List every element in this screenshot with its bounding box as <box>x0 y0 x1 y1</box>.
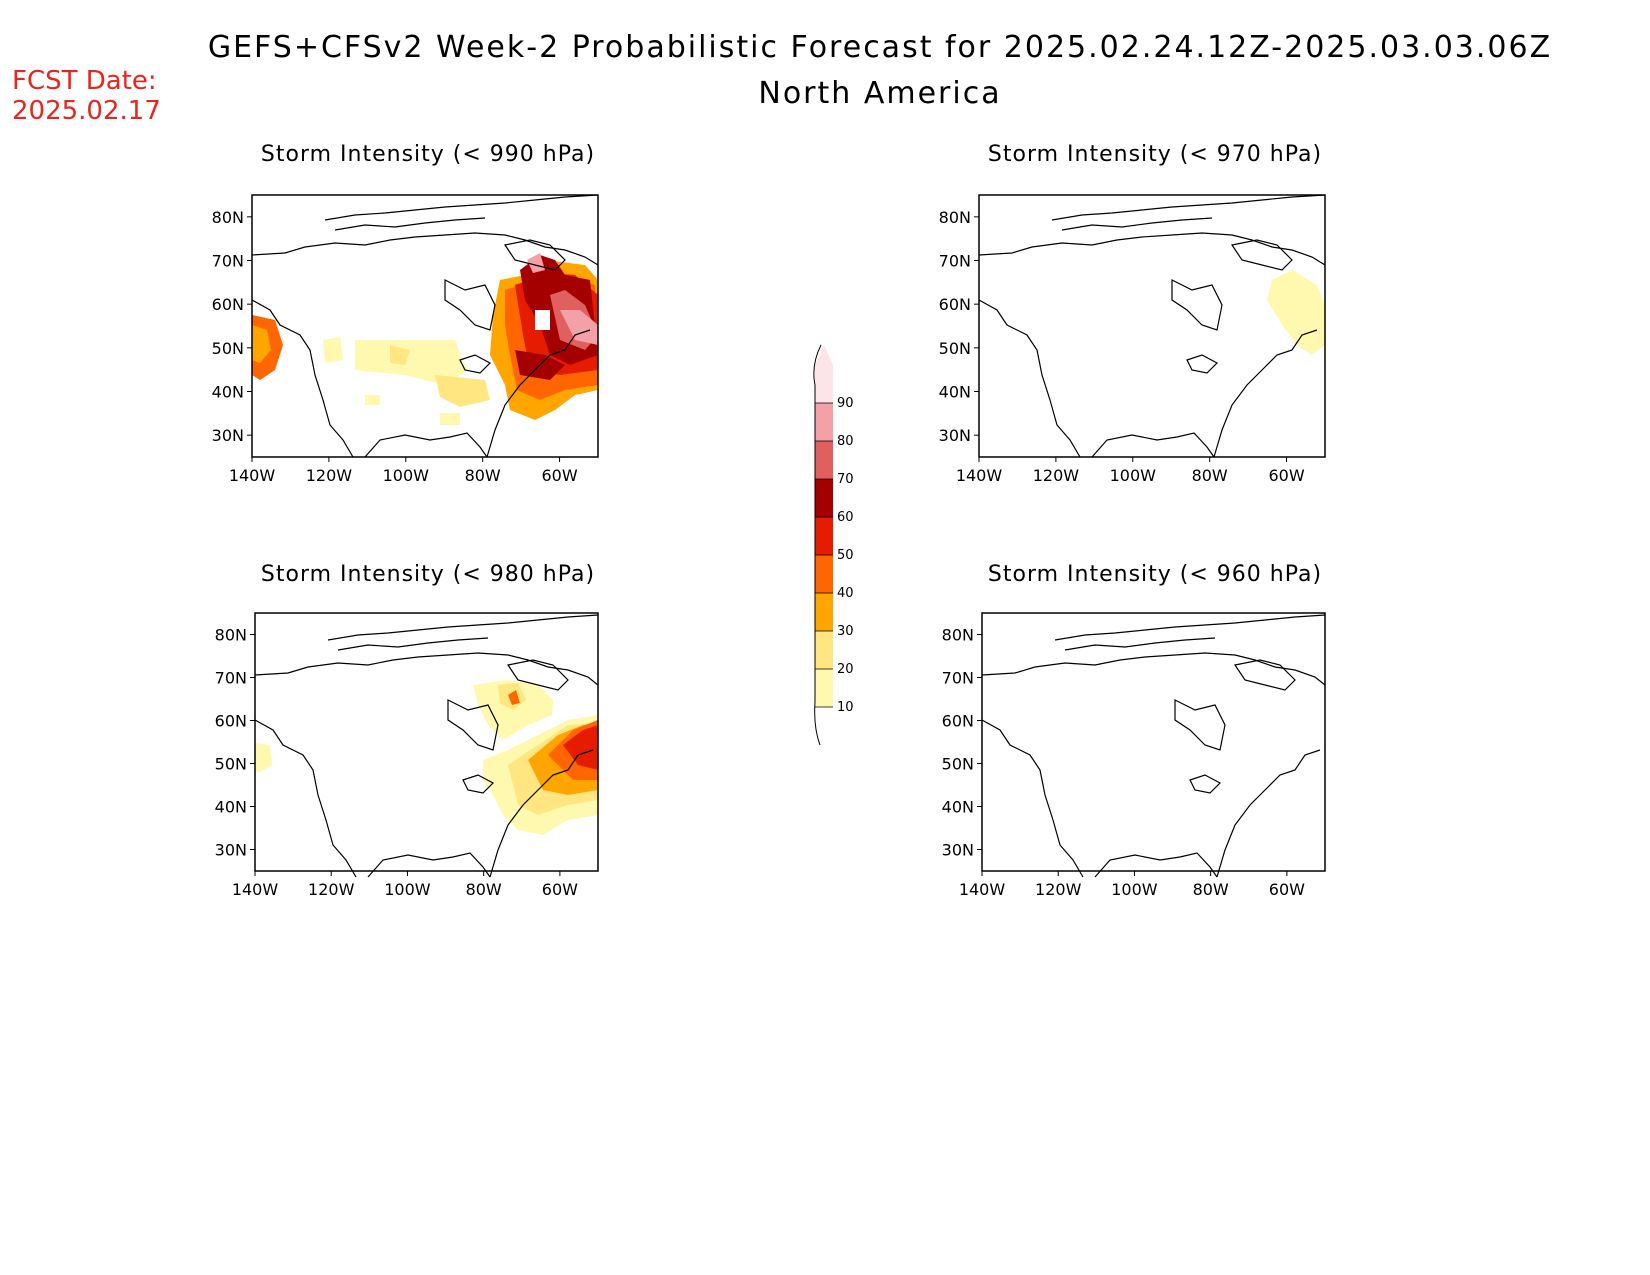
colorbar-segment <box>815 631 833 669</box>
lon-label: 140W <box>956 466 1003 485</box>
map-frame <box>981 612 1326 872</box>
figure-subtitle: North America <box>758 76 1002 111</box>
lat-label: 30N <box>939 426 971 445</box>
map-panel-990: 80N 70N 60N 50N 40N 30N 140W 120W 100W 80W 60W <box>212 194 599 485</box>
lat-label: 50N <box>939 339 971 358</box>
longitude-axis: 140W 120W 100W 80W 60W <box>229 457 578 485</box>
colorbar-segment <box>815 517 833 555</box>
lon-label: 60W <box>542 880 578 899</box>
colorbar-top-arrow <box>815 345 833 365</box>
latitude-axis: 80N 70N 60N 50N 40N 30N <box>215 626 255 860</box>
lon-label: 100W <box>1110 466 1157 485</box>
longitude-axis: 140W 120W 100W 80W 60W <box>959 871 1305 899</box>
longitude-axis: 140W 120W 100W 80W 60W <box>956 457 1305 485</box>
colorbar-label: 20 <box>837 662 854 677</box>
lon-label: 140W <box>232 880 279 899</box>
panel-title-960: Storm Intensity (< 960 hPa) <box>987 562 1323 587</box>
lon-label: 120W <box>1033 466 1080 485</box>
colorbar-label: 80 <box>837 434 854 449</box>
lon-label: 80W <box>1193 880 1229 899</box>
colorbar-segment <box>815 403 833 441</box>
colorbar-label: 90 <box>837 396 854 411</box>
panel-title-990: Storm Intensity (< 990 hPa) <box>260 142 596 167</box>
lon-label: 140W <box>229 466 276 485</box>
map-coastlines <box>251 194 599 458</box>
lon-label: 80W <box>465 466 501 485</box>
map-panel-970: 80N 70N 60N 50N 40N 30N 140W 120W 100W 80W 60W <box>939 194 1326 485</box>
latitude-axis: 80N 70N 60N 50N 40N 30N <box>942 626 982 860</box>
lat-label: 60N <box>215 712 247 731</box>
lat-label: 70N <box>215 669 247 688</box>
probability-fill <box>255 680 598 835</box>
map-panel-980: 80N 70N 60N 50N 40N 30N 140W 120W 100W 80W 60W <box>215 612 599 899</box>
lat-label: 60N <box>942 712 974 731</box>
lat-label: 80N <box>212 208 244 227</box>
map-coastlines <box>254 614 599 878</box>
lon-label: 100W <box>1111 880 1158 899</box>
lat-label: 50N <box>212 339 244 358</box>
lat-label: 70N <box>939 252 971 271</box>
map-frame <box>978 194 1326 458</box>
lat-label: 30N <box>942 841 974 860</box>
lon-label: 120W <box>306 466 353 485</box>
colorbar-label: 30 <box>837 624 854 639</box>
lon-label: 120W <box>1035 880 1082 899</box>
lon-label: 60W <box>1269 880 1305 899</box>
map-coastlines <box>978 194 1326 458</box>
lat-label: 50N <box>942 755 974 774</box>
lon-label: 60W <box>541 466 577 485</box>
colorbar-segment <box>815 593 833 631</box>
map-frame <box>254 612 599 872</box>
panel-title-970: Storm Intensity (< 970 hPa) <box>987 142 1323 167</box>
lat-label: 60N <box>939 295 971 314</box>
colorbar-segment <box>815 441 833 479</box>
probability-fill <box>252 253 598 425</box>
colorbar-segment <box>815 365 833 403</box>
colorbar-segment <box>815 555 833 593</box>
colorbar: 10 20 30 40 50 60 70 80 90 <box>813 344 854 745</box>
colorbar-label: 10 <box>837 700 854 715</box>
colorbar-label: 70 <box>837 472 854 487</box>
lon-label: 100W <box>384 880 431 899</box>
map-frame <box>251 194 599 458</box>
lat-label: 30N <box>215 841 247 860</box>
lon-label: 120W <box>308 880 355 899</box>
lat-label: 60N <box>212 295 244 314</box>
lon-label: 100W <box>383 466 430 485</box>
colorbar-label: 50 <box>837 548 854 563</box>
lon-label: 140W <box>959 880 1006 899</box>
forecast-date-value: 2025.02.17 <box>12 96 161 126</box>
colorbar-label: 40 <box>837 586 854 601</box>
lat-label: 40N <box>939 383 971 402</box>
panel-title-980: Storm Intensity (< 980 hPa) <box>260 562 596 587</box>
probability-fill <box>1267 270 1325 355</box>
lat-label: 80N <box>939 208 971 227</box>
lon-label: 80W <box>466 880 502 899</box>
lat-label: 70N <box>942 669 974 688</box>
lat-label: 30N <box>212 426 244 445</box>
lat-label: 70N <box>212 252 244 271</box>
lat-label: 80N <box>215 626 247 645</box>
lat-label: 80N <box>942 626 974 645</box>
colorbar-label: 60 <box>837 510 854 525</box>
lat-label: 50N <box>215 755 247 774</box>
lon-label: 80W <box>1192 466 1228 485</box>
lat-label: 40N <box>212 383 244 402</box>
map-panel-960: 80N 70N 60N 50N 40N 30N 140W 120W 100W 80W 60W <box>942 612 1326 899</box>
longitude-axis: 140W 120W 100W 80W 60W <box>232 871 578 899</box>
lat-label: 40N <box>942 798 974 817</box>
lon-label: 60W <box>1268 466 1304 485</box>
latitude-axis: 80N 70N 60N 50N 40N 30N <box>939 208 979 445</box>
lat-label: 40N <box>215 798 247 817</box>
forecast-date: FCST Date: 2025.02.17 <box>12 66 161 126</box>
colorbar-outline <box>813 344 822 745</box>
colorbar-segment <box>815 479 833 517</box>
colorbar-segment <box>815 669 833 707</box>
latitude-axis: 80N 70N 60N 50N 40N 30N <box>212 208 252 445</box>
forecast-date-label: FCST Date: <box>12 66 157 96</box>
figure-title: GEFS+CFSv2 Week-2 Probabilistic Forecast… <box>207 30 1553 65</box>
map-coastlines <box>981 614 1326 878</box>
